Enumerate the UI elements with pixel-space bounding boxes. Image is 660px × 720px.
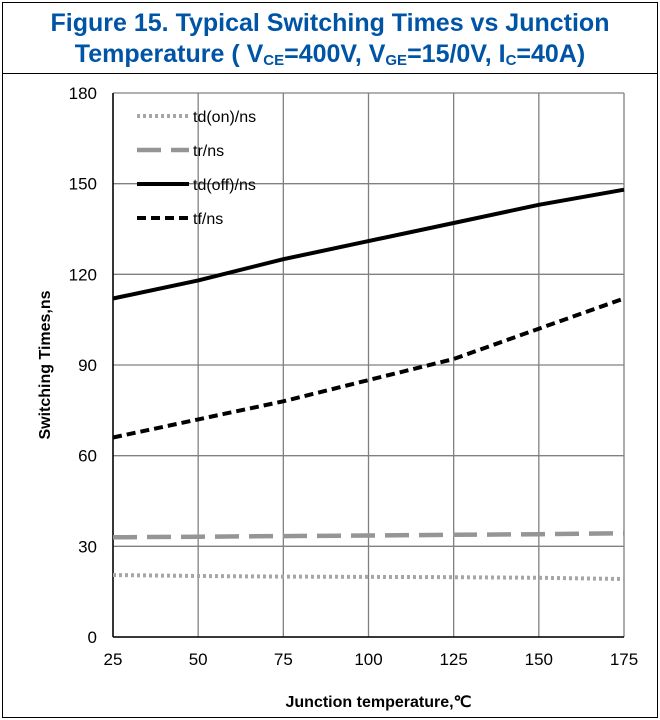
- title-line-1: Figure 15. Typical Switching Times vs Ju…: [50, 9, 610, 37]
- x-tick-label: 125: [439, 650, 467, 669]
- series-lines: [112, 187, 625, 581]
- y-tick-label: 60: [78, 447, 97, 466]
- axes: 25 50 75 100 125 150 175 0 30 60 90 120 150 180: [69, 84, 639, 669]
- legend-label-3: tf/ns: [193, 211, 223, 228]
- title-sub-ce: CE: [263, 52, 285, 69]
- grid: [112, 92, 625, 638]
- y-tick-label: 0: [88, 628, 97, 647]
- legend-label-1: tr/ns: [193, 143, 224, 160]
- x-axis-label: Junction temperature,℃: [286, 694, 472, 711]
- x-tick-label: 25: [104, 650, 123, 669]
- y-tick-label: 90: [78, 356, 97, 375]
- title-line-2-mid2: =15/0V, I: [407, 40, 506, 68]
- x-tick-label: 50: [189, 650, 208, 669]
- x-tick-label: 75: [274, 650, 293, 669]
- series-line-2: [112, 187, 625, 301]
- title-line-2-mid1: =400V, V: [284, 40, 386, 68]
- title-line-2: Temperature ( VCE=400V, VGE=15/0V, IC=40…: [3, 39, 657, 70]
- legend-label-2: td(off)/ns: [193, 177, 256, 194]
- x-tick-label: 175: [610, 650, 638, 669]
- x-tick-label: 150: [525, 650, 553, 669]
- y-tick-label: 30: [78, 537, 97, 556]
- title-sub-c: C: [505, 52, 517, 69]
- title-line-2-prefix: Temperature ( V: [74, 40, 264, 68]
- switching-times-chart: 25 50 75 100 125 150 175 0 30 60 90 120 150 180 td(on…: [37, 84, 639, 711]
- title-sub-ge: GE: [385, 52, 408, 69]
- y-tick-label: 150: [69, 175, 97, 194]
- y-tick-label: 180: [69, 84, 97, 103]
- legend: td(on)/ns tr/ns td(off)/ns tf/ns: [137, 109, 256, 228]
- legend-label-0: td(on)/ns: [193, 109, 256, 126]
- title-line-2-suffix: =40A): [516, 40, 586, 68]
- x-tick-label: 100: [354, 650, 382, 669]
- series-line-0: [112, 573, 625, 581]
- series-line-3: [112, 296, 625, 440]
- series-line-1: [112, 531, 625, 540]
- y-tick-label: 120: [69, 265, 97, 284]
- figure-title: Figure 15. Typical Switching Times vs Ju…: [3, 3, 657, 74]
- y-axis-label: Switching Times,ns: [37, 290, 54, 439]
